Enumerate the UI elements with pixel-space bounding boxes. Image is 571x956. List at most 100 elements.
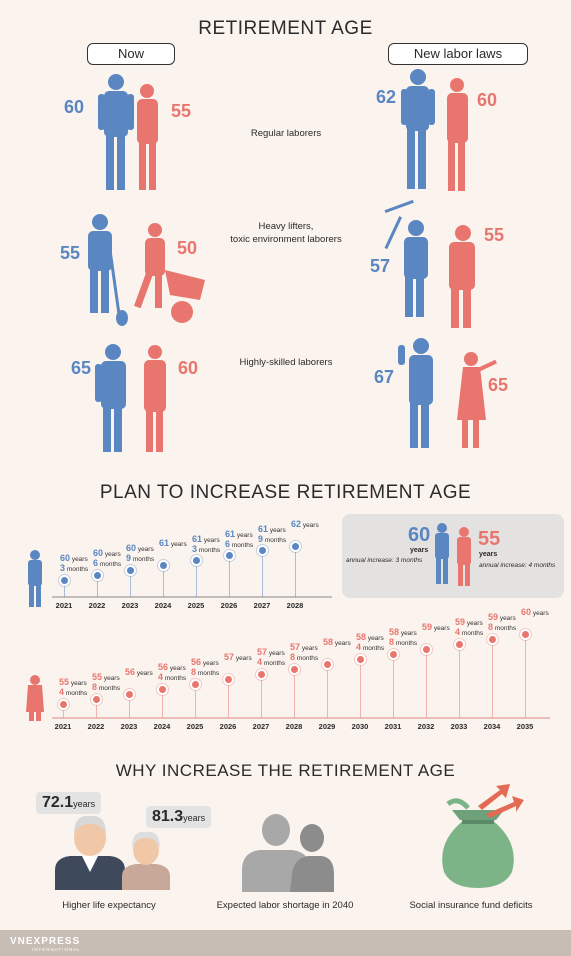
female-timeline-stem xyxy=(195,684,196,718)
legend-male-increase: annual increase: 3 months xyxy=(346,557,423,564)
female-timeline-dot xyxy=(92,695,100,703)
female-timeline-year: 2021 xyxy=(54,722,72,731)
female-timeline-value: 59 years xyxy=(422,622,450,633)
labor-shortage-icon xyxy=(242,814,334,892)
female-timeline-year: 2035 xyxy=(516,722,534,731)
now-male-skilled: 65 xyxy=(71,358,92,378)
female-timeline-stem xyxy=(261,674,262,718)
female-timeline-year: 2027 xyxy=(252,722,270,731)
female-timeline-stem xyxy=(162,689,163,718)
now-label: Now xyxy=(87,43,175,65)
female-timeline-value: 57 years xyxy=(224,652,252,663)
worker-silhouettes xyxy=(88,69,497,452)
legend-female-icon xyxy=(457,527,471,586)
male-timeline-dot xyxy=(126,566,134,574)
male-life-unit: years xyxy=(73,799,96,809)
male-timeline-icon xyxy=(28,550,42,607)
female-timeline-stem xyxy=(63,704,64,718)
female-timeline-value: 59 years 8 months xyxy=(488,612,517,633)
female-timeline-dot xyxy=(290,665,298,673)
male-timeline-year: 2028 xyxy=(286,601,304,610)
female-life-unit: years xyxy=(183,813,206,823)
female-timeline-value: 58 years xyxy=(323,637,351,648)
category-regular: Regular laborers xyxy=(250,128,322,139)
female-timeline-year: 2029 xyxy=(318,722,336,731)
female-timeline-year: 2030 xyxy=(351,722,369,731)
female-timeline-value: 58 years 8 months xyxy=(389,627,418,648)
female-timeline-year: 2028 xyxy=(285,722,303,731)
male-timeline-axis xyxy=(28,550,332,607)
female-timeline-dot xyxy=(488,635,496,643)
money-bag-icon xyxy=(442,784,524,888)
female-timeline-stem xyxy=(492,639,493,718)
female-timeline-value: 60 years xyxy=(521,607,549,618)
legend-female-years: years xyxy=(479,551,498,558)
male-timeline-stem xyxy=(130,570,131,597)
male-timeline-value: 61 years 9 months xyxy=(258,523,287,544)
female-timeline-value: 55 years 8 months xyxy=(92,672,121,693)
female-timeline-stem xyxy=(459,644,460,718)
elderly-couple-icon xyxy=(55,815,170,890)
female-timeline-value: 56 years 4 months xyxy=(158,662,187,683)
female-timeline-stem xyxy=(327,664,328,718)
female-timeline-value: 58 years 4 months xyxy=(356,632,385,653)
footer-logo: VNEXPRESS xyxy=(10,936,81,947)
legend-female-increase: annual increase: 4 months xyxy=(479,562,556,569)
male-timeline-stem xyxy=(229,555,230,597)
male-timeline-year: 2025 xyxy=(187,601,205,610)
new-labor-laws-label: New labor laws xyxy=(388,43,528,65)
female-timeline-year: 2034 xyxy=(483,722,501,731)
footer-bar: VNEXPRESS INTERNATIONAL xyxy=(0,930,571,956)
female-timeline-stem xyxy=(360,659,361,718)
male-timeline-stem xyxy=(163,565,164,597)
male-timeline-stem xyxy=(262,550,263,597)
legend-female-age: 55 xyxy=(478,528,501,550)
male-timeline-value: 61 years 3 months xyxy=(192,533,221,554)
now-male-heavy: 55 xyxy=(60,243,81,263)
female-timeline-dot xyxy=(257,670,265,678)
new-female-skilled: 65 xyxy=(488,375,509,395)
male-timeline-dot xyxy=(291,542,299,550)
new-male-heavy: 57 xyxy=(370,256,391,276)
female-timeline-year: 2022 xyxy=(87,722,105,731)
legend-male-age: 60 xyxy=(408,524,431,546)
female-life-value: 81.3 xyxy=(152,808,184,825)
male-timeline-stem xyxy=(64,580,65,597)
male-timeline-value: 60 years 6 months xyxy=(93,548,122,569)
female-timeline-stem xyxy=(129,694,130,718)
female-timeline-icon xyxy=(26,675,44,721)
female-timeline-stem xyxy=(96,699,97,718)
male-timeline-value: 61 years xyxy=(159,538,187,549)
new-male-regular: 62 xyxy=(376,87,397,107)
male-life-expectancy: 72.1years xyxy=(36,792,102,814)
female-timeline-stem xyxy=(294,669,295,718)
male-timeline-dot xyxy=(225,552,233,560)
female-timeline-axis xyxy=(26,675,550,721)
female-timeline-year: 2026 xyxy=(219,722,237,731)
female-timeline-stem xyxy=(426,649,427,718)
male-timeline-value: 62 years xyxy=(291,519,319,530)
female-timeline-year: 2024 xyxy=(153,722,171,731)
male-timeline-dot xyxy=(93,571,101,579)
section-title-why: WHY INCREASE THE RETIREMENT AGE xyxy=(115,761,456,780)
male-timeline-year: 2026 xyxy=(220,601,238,610)
legend-male-icon xyxy=(435,523,449,584)
female-timeline-dot xyxy=(422,645,430,653)
female-timeline-value: 57 years 4 months xyxy=(257,647,286,668)
female-timeline-dot xyxy=(224,675,232,683)
male-timeline-dot xyxy=(258,547,266,555)
male-timeline-stem xyxy=(97,575,98,597)
male-timeline-year: 2021 xyxy=(55,601,73,610)
legend-box xyxy=(342,514,564,598)
footer-logo-sub: INTERNATIONAL xyxy=(32,947,81,952)
legend-figures xyxy=(435,523,471,586)
why-label-fund-deficits: Social insurance fund deficits xyxy=(409,900,533,911)
male-timeline-year: 2023 xyxy=(121,601,139,610)
male-timeline-stem xyxy=(196,560,197,597)
female-silhouette-icons xyxy=(134,78,497,452)
female-timeline-value: 57 years 8 months xyxy=(290,642,319,663)
male-timeline-dot xyxy=(192,557,200,565)
section-title-retirement-age: RETIREMENT AGE xyxy=(198,18,373,39)
female-timeline-value: 59 years 4 months xyxy=(455,617,484,638)
male-timeline-value: 60 years 9 months xyxy=(126,543,155,564)
